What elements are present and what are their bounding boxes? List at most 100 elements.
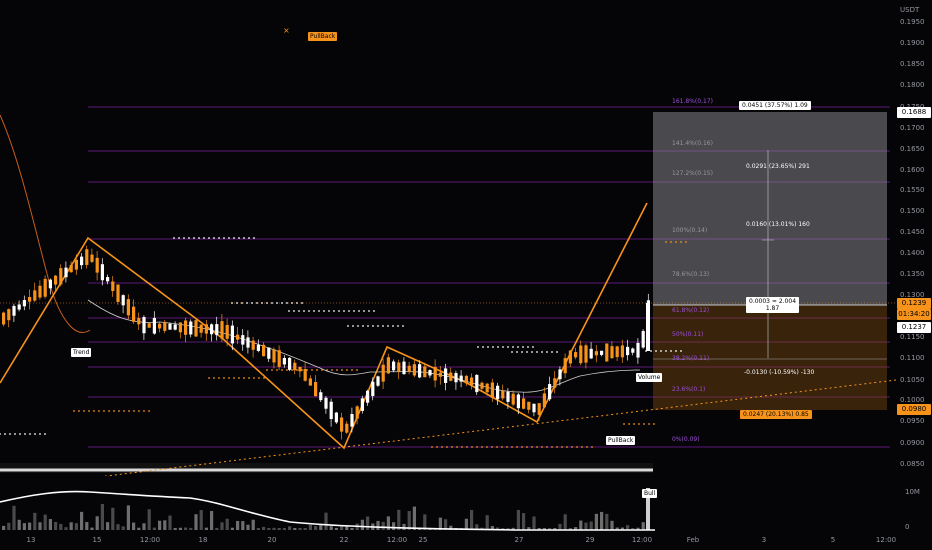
pullback-tag-bottom[interactable]: PullBack	[606, 436, 636, 445]
pane-separator[interactable]	[0, 463, 653, 473]
candle[interactable]	[485, 383, 489, 393]
candle[interactable]	[178, 322, 182, 333]
candle[interactable]	[74, 259, 78, 270]
candle[interactable]	[407, 365, 411, 372]
candle[interactable]	[38, 285, 42, 298]
volume-pane[interactable]	[0, 480, 896, 532]
candle[interactable]	[542, 393, 546, 408]
candle[interactable]	[298, 366, 302, 372]
candle[interactable]	[366, 390, 370, 403]
candle[interactable]	[293, 362, 297, 371]
price-scale[interactable]: USDT 0.19500.19000.18500.18000.17500.170…	[897, 0, 932, 532]
candle[interactable]	[438, 372, 442, 377]
candle[interactable]	[579, 345, 583, 364]
candle[interactable]	[558, 369, 562, 380]
candle[interactable]	[33, 290, 37, 301]
last-candle[interactable]	[646, 303, 650, 351]
candle[interactable]	[402, 361, 406, 375]
candle[interactable]	[532, 403, 536, 413]
candle[interactable]	[568, 350, 572, 364]
candle[interactable]	[464, 375, 468, 384]
candle[interactable]	[7, 309, 11, 321]
candle[interactable]	[548, 384, 552, 400]
candle[interactable]	[43, 278, 47, 297]
candle[interactable]	[17, 304, 21, 310]
candle[interactable]	[490, 382, 494, 398]
candle[interactable]	[288, 357, 292, 370]
trend-tag[interactable]: Trend	[71, 348, 92, 357]
candle[interactable]	[594, 351, 598, 356]
candle[interactable]	[220, 321, 224, 339]
candle[interactable]	[516, 394, 520, 409]
candle[interactable]	[225, 324, 229, 339]
candle[interactable]	[64, 267, 68, 278]
candle[interactable]	[428, 370, 432, 376]
candle[interactable]	[168, 323, 172, 330]
candle[interactable]	[308, 378, 312, 386]
candle[interactable]	[605, 343, 609, 362]
candle[interactable]	[392, 361, 396, 371]
candle[interactable]	[199, 324, 203, 333]
candle[interactable]	[470, 377, 474, 386]
candle[interactable]	[433, 367, 437, 381]
candle[interactable]	[189, 321, 193, 335]
candle[interactable]	[537, 403, 541, 415]
candle[interactable]	[600, 350, 604, 355]
candle[interactable]	[620, 345, 624, 358]
candle[interactable]	[418, 364, 422, 378]
candle[interactable]	[111, 281, 115, 291]
candle[interactable]	[272, 349, 276, 363]
candles[interactable]	[2, 245, 650, 440]
candle[interactable]	[2, 312, 6, 325]
candle[interactable]	[230, 325, 234, 344]
candle[interactable]	[142, 317, 146, 334]
candle[interactable]	[626, 346, 630, 356]
time-scale[interactable]: 13 15 12:00 18 20 22 12:00 25 27 29 12:00 Feb 3 5 12:0…	[0, 532, 932, 550]
candle[interactable]	[100, 264, 104, 281]
candle[interactable]	[173, 324, 177, 330]
candle[interactable]	[386, 357, 390, 374]
candle[interactable]	[563, 358, 567, 374]
candle[interactable]	[553, 378, 557, 388]
candle[interactable]	[329, 401, 333, 419]
candle[interactable]	[152, 317, 156, 334]
candle[interactable]	[636, 342, 640, 358]
candle[interactable]	[355, 406, 359, 419]
profit-zone[interactable]	[653, 112, 887, 305]
candle[interactable]	[256, 344, 260, 351]
candle[interactable]	[371, 381, 375, 397]
candle[interactable]	[444, 368, 448, 383]
candle[interactable]	[158, 323, 162, 329]
candle[interactable]	[137, 318, 141, 325]
pullback-tag-top[interactable]: PullBack	[308, 32, 338, 41]
candle[interactable]	[480, 382, 484, 389]
candle[interactable]	[574, 352, 578, 358]
candle[interactable]	[22, 300, 26, 307]
candle[interactable]	[126, 299, 130, 316]
candle[interactable]	[236, 334, 240, 340]
candle[interactable]	[95, 257, 99, 273]
candle[interactable]	[132, 306, 136, 322]
candle[interactable]	[241, 335, 245, 345]
candle[interactable]	[54, 275, 58, 285]
candle[interactable]	[204, 324, 208, 334]
candle[interactable]	[303, 369, 307, 381]
candle[interactable]	[511, 393, 515, 405]
candle[interactable]	[85, 249, 89, 265]
loss-label[interactable]: 0.0247 (20.13%) 0.85	[740, 410, 812, 419]
candle[interactable]	[80, 256, 84, 266]
candle[interactable]	[267, 347, 271, 359]
candle[interactable]	[449, 372, 453, 381]
candle[interactable]	[277, 350, 281, 367]
candle[interactable]	[340, 417, 344, 432]
candle[interactable]	[262, 344, 266, 357]
candle[interactable]	[184, 320, 188, 335]
candle[interactable]	[584, 345, 588, 363]
candle[interactable]	[501, 390, 505, 399]
candle[interactable]	[319, 392, 323, 401]
candle[interactable]	[615, 346, 619, 358]
candle[interactable]	[116, 284, 120, 302]
candle[interactable]	[454, 373, 458, 383]
candle[interactable]	[194, 320, 198, 337]
candle[interactable]	[48, 279, 52, 289]
